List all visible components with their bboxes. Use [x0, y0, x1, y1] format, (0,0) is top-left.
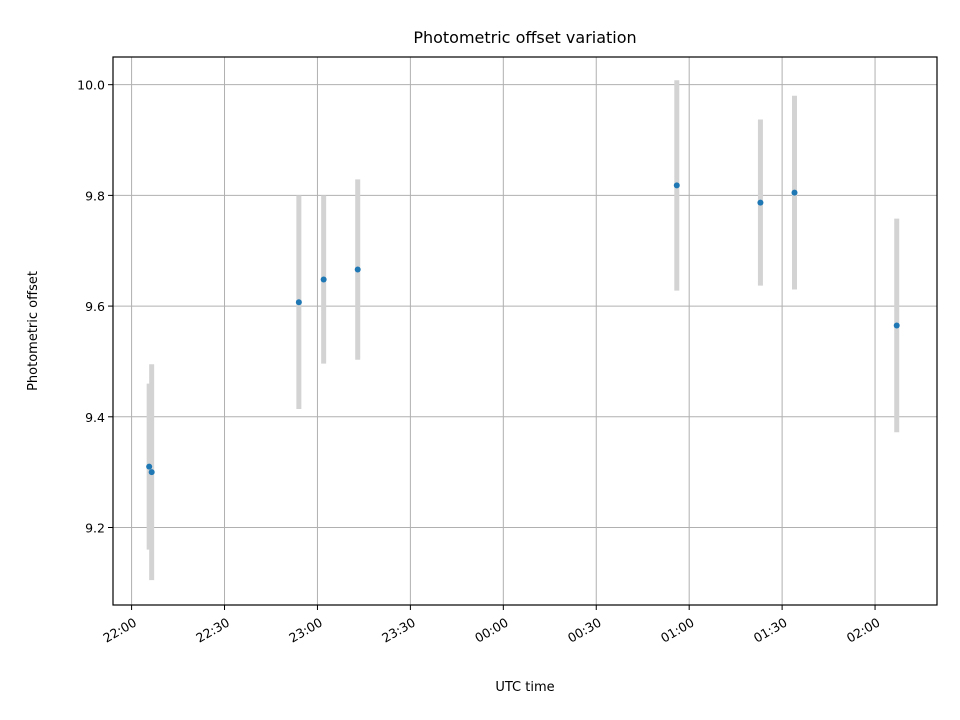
y-tick-label: 9.8	[85, 188, 105, 203]
data-point	[354, 266, 361, 273]
x-tick-label: 01:00	[658, 615, 697, 646]
data-points	[146, 182, 900, 476]
data-point	[320, 276, 327, 283]
x-tick-label: 02:00	[844, 615, 883, 646]
x-tick-label: 23:30	[379, 615, 418, 646]
x-tick-label: 00:30	[565, 615, 604, 646]
data-point	[148, 469, 155, 476]
y-tick-label: 9.2	[85, 521, 105, 536]
data-point	[893, 322, 900, 329]
grid	[113, 57, 937, 605]
data-point	[791, 189, 798, 196]
y-axis-label: Photometric offset	[26, 271, 41, 391]
plot-area-frame	[112, 56, 938, 606]
y-tick-label: 9.4	[85, 410, 105, 425]
x-tick-label: 23:00	[286, 615, 325, 646]
data-point	[146, 463, 153, 470]
x-axis-ticks: 22:00 22:30 23:00 23:30 00:00 00:30 01:00 01:30…	[100, 605, 883, 646]
y-axis-ticks: 9.2 9.4 9.6 9.8 10.0	[77, 78, 113, 536]
data-point	[757, 199, 764, 206]
y-tick-label: 10.0	[77, 78, 105, 93]
x-tick-label: 22:00	[100, 615, 139, 646]
x-tick-label: 00:00	[472, 615, 511, 646]
data-point	[295, 299, 302, 306]
x-axis-label: UTC time	[495, 680, 554, 695]
chart-title: Photometric offset variation	[413, 28, 636, 47]
x-tick-label: 01:30	[751, 615, 790, 646]
data-point	[673, 182, 680, 189]
x-tick-label: 22:30	[193, 615, 232, 646]
y-tick-label: 9.6	[85, 299, 105, 314]
error-bars	[146, 80, 900, 581]
